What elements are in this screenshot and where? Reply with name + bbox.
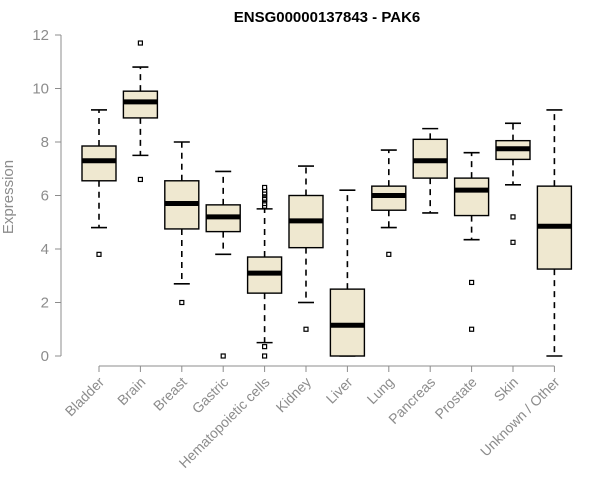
- outlier-point: [220, 353, 226, 359]
- x-tick-label: Unknown / Other: [477, 374, 563, 460]
- x-tick-label: Breast: [150, 374, 190, 414]
- y-tick-label: 6: [41, 188, 49, 205]
- outlier-point: [510, 214, 516, 220]
- x-tick-label: Prostate: [432, 374, 480, 422]
- box-group: [495, 122, 531, 245]
- x-tick-label: Liver: [323, 374, 356, 407]
- iqr-box: [329, 288, 366, 357]
- x-tick-label: Brain: [114, 374, 148, 408]
- box-group: [164, 141, 200, 306]
- y-tick-label: 0: [41, 348, 49, 365]
- outlier-point: [469, 326, 475, 332]
- box-group: [412, 127, 448, 214]
- box-group: [371, 149, 407, 257]
- x-tick-label: Skin: [491, 374, 522, 405]
- x-tick-label: Bladder: [62, 374, 108, 420]
- x-tick-label: Kidney: [273, 374, 315, 416]
- box-group: [329, 189, 366, 357]
- outlier-point: [262, 344, 268, 350]
- outlier-point: [262, 184, 268, 191]
- box-group: [246, 184, 283, 359]
- box-group: [453, 151, 490, 332]
- iqr-box: [122, 90, 159, 119]
- y-axis: 0 2 4 6 8 10 12: [32, 27, 62, 365]
- iqr-box: [371, 185, 407, 211]
- box-group: [122, 40, 159, 183]
- box-group: [536, 109, 573, 357]
- outlier-point: [179, 299, 185, 306]
- outlier-point: [137, 40, 143, 46]
- chart-title: ENSG00000137843 - PAK6: [234, 9, 421, 26]
- outlier-point: [303, 326, 309, 332]
- y-tick-label: 10: [32, 81, 49, 98]
- box-group: [288, 165, 324, 332]
- y-tick-label: 8: [41, 134, 49, 151]
- iqr-box: [81, 145, 117, 182]
- outlier-point: [510, 239, 516, 245]
- outlier-point: [262, 353, 268, 359]
- y-axis-label: Expression: [0, 160, 17, 234]
- box-group: [81, 109, 117, 257]
- boxes-layer: [81, 40, 573, 359]
- outlier-point: [137, 176, 143, 183]
- iqr-box: [453, 177, 490, 217]
- x-tick-label: Lung: [364, 374, 397, 407]
- outlier-point: [469, 279, 475, 286]
- outlier-point: [386, 251, 392, 257]
- y-tick-label: 12: [32, 27, 49, 44]
- y-tick-label: 2: [41, 295, 49, 312]
- y-tick-label: 4: [41, 241, 49, 258]
- box-group: [205, 170, 241, 359]
- outlier-point: [96, 251, 102, 257]
